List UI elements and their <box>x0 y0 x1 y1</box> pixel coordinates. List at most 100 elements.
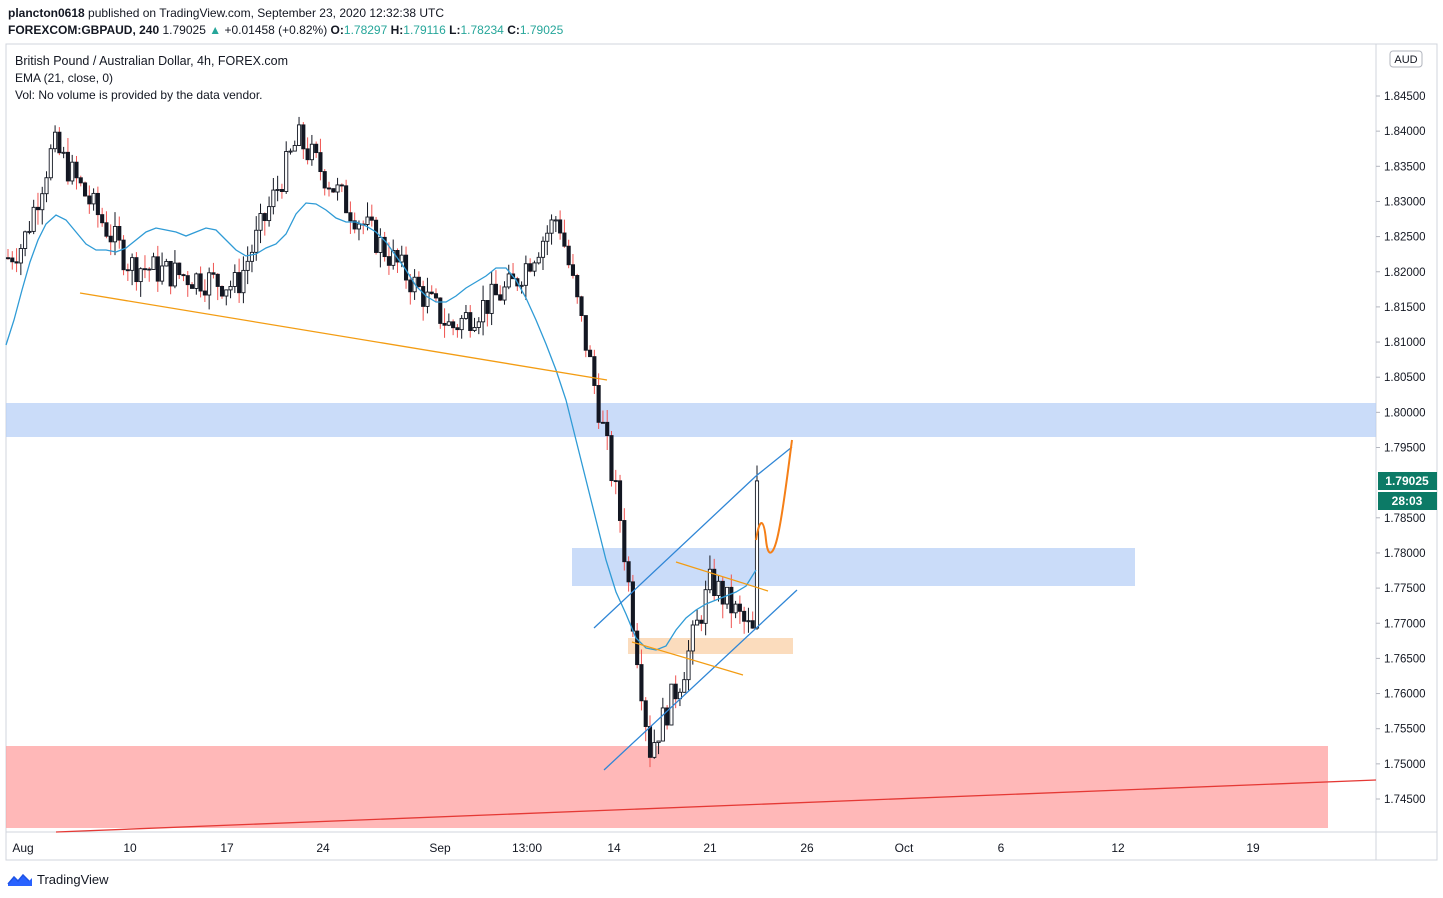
upper-trendline[interactable] <box>79 292 608 381</box>
candle-down[interactable] <box>485 300 490 314</box>
candle-down[interactable] <box>588 349 593 358</box>
candle-up[interactable] <box>31 206 36 232</box>
candle-up[interactable] <box>532 262 537 272</box>
candle-down[interactable] <box>74 161 79 179</box>
candle-up[interactable] <box>241 269 246 294</box>
candle-up[interactable] <box>160 265 165 282</box>
candle-up[interactable] <box>172 262 177 287</box>
candle-up[interactable] <box>271 189 276 208</box>
candle-down[interactable] <box>579 296 584 316</box>
candle-up[interactable] <box>536 256 541 264</box>
candle-up[interactable] <box>746 620 751 623</box>
candle-down[interactable] <box>142 268 148 271</box>
candle-down[interactable] <box>314 143 319 154</box>
candle-down[interactable] <box>344 185 349 214</box>
tradingview-logo[interactable]: TradingView <box>7 872 109 887</box>
candle-up[interactable] <box>660 707 665 742</box>
candle-up[interactable] <box>258 213 263 231</box>
candle-down[interactable] <box>562 232 567 247</box>
candle-up[interactable] <box>540 240 546 258</box>
candle-down[interactable] <box>100 214 105 224</box>
candle-down[interactable] <box>455 327 460 331</box>
candle-down[interactable] <box>181 274 186 277</box>
candle-down[interactable] <box>237 272 242 294</box>
candle-down[interactable] <box>630 581 635 632</box>
candle-down[interactable] <box>438 297 443 324</box>
candle-down[interactable] <box>348 212 353 222</box>
candle-down[interactable] <box>592 356 597 386</box>
candle-up[interactable] <box>502 286 507 301</box>
candle-up[interactable] <box>506 273 511 288</box>
candle-down[interactable] <box>596 385 601 423</box>
candle-up[interactable] <box>53 131 58 150</box>
candle-down[interactable] <box>87 195 92 205</box>
candle-down[interactable] <box>339 184 344 187</box>
candle-down[interactable] <box>322 171 327 189</box>
candle-up[interactable] <box>207 272 212 296</box>
candle-down[interactable] <box>622 520 627 563</box>
candle-down[interactable] <box>352 220 357 230</box>
candle-down[interactable] <box>421 286 426 307</box>
candle-up[interactable] <box>519 284 524 287</box>
candle-up[interactable] <box>284 151 289 192</box>
candle-up[interactable] <box>288 150 293 153</box>
candle-up[interactable] <box>472 327 477 331</box>
candle-up[interactable] <box>733 603 738 614</box>
candle-down[interactable] <box>279 189 284 192</box>
ema-line[interactable] <box>5 202 757 651</box>
candle-down[interactable] <box>712 568 717 597</box>
candle-up[interactable] <box>194 273 199 289</box>
candle-down[interactable] <box>369 216 374 221</box>
candle-up[interactable] <box>459 317 464 331</box>
candle-up[interactable] <box>686 650 691 681</box>
candle-down[interactable] <box>219 286 225 297</box>
candle-down[interactable] <box>528 263 533 272</box>
candle-down[interactable] <box>639 664 644 702</box>
support-zone[interactable] <box>572 548 1135 586</box>
candle-up[interactable] <box>656 740 661 744</box>
candle-down[interactable] <box>451 321 456 329</box>
candle-down[interactable] <box>493 283 498 296</box>
candle-up[interactable] <box>151 256 156 270</box>
candle-up[interactable] <box>652 742 657 758</box>
candle-down[interactable] <box>613 480 618 483</box>
candle-up[interactable] <box>232 272 237 287</box>
time-axis[interactable]: Aug 10 17 24 Sep 13:00 14 21 26 Oct 6 12 19 <box>12 841 1260 855</box>
candle-up[interactable] <box>249 251 255 262</box>
channel-top-ext[interactable] <box>755 446 793 477</box>
candle-down[interactable] <box>626 561 631 583</box>
candle-down[interactable] <box>665 707 670 726</box>
author-name[interactable]: plancton0618 <box>8 6 85 20</box>
candle-down[interactable] <box>104 222 109 237</box>
candle-down[interactable] <box>386 256 391 266</box>
candle-down[interactable] <box>558 219 563 234</box>
candle-up[interactable] <box>695 619 700 626</box>
candle-down[interactable] <box>202 290 207 296</box>
long-trendline[interactable] <box>55 779 1377 833</box>
candle-down[interactable] <box>117 225 122 241</box>
candle-down[interactable] <box>108 235 113 243</box>
candle-up[interactable] <box>254 229 259 253</box>
candle-down[interactable] <box>82 182 88 197</box>
candle-down[interactable] <box>575 275 580 298</box>
candle-up[interactable] <box>489 283 494 314</box>
candle-up[interactable] <box>224 289 229 297</box>
candle-down[interactable] <box>147 268 152 271</box>
candle-up[interactable] <box>716 580 721 597</box>
candle-up[interactable] <box>18 248 23 264</box>
candle-down[interactable] <box>121 239 126 271</box>
candle-down[interactable] <box>185 275 190 286</box>
flag-bottom-line[interactable] <box>631 641 744 676</box>
candle-up[interactable] <box>335 184 340 193</box>
candle-down[interactable] <box>382 236 387 258</box>
candle-down[interactable] <box>95 192 100 216</box>
candle-down[interactable] <box>737 603 742 612</box>
candle-up[interactable] <box>228 286 233 291</box>
candle-down[interactable] <box>78 177 83 184</box>
candle-up[interactable] <box>553 219 558 222</box>
candle-down[interactable] <box>10 257 15 263</box>
candle-down[interactable] <box>673 683 678 700</box>
candle-down[interactable] <box>468 312 473 331</box>
candle-down[interactable] <box>5 257 11 260</box>
candle-up[interactable] <box>378 236 383 253</box>
